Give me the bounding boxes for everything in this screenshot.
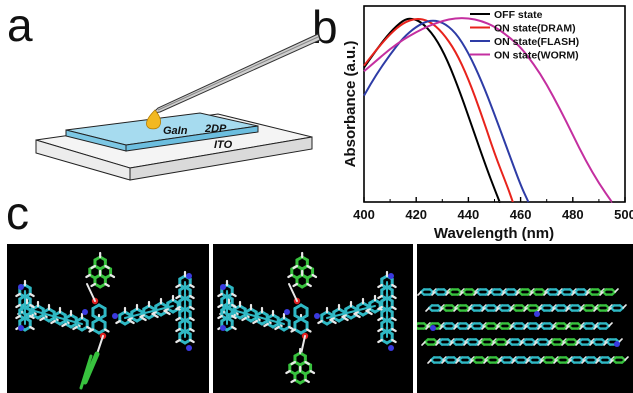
- x-tick-label-5: 500: [614, 207, 633, 222]
- legend-label-3: ON state(WORM): [494, 50, 579, 62]
- panel-label-c: c: [6, 187, 29, 239]
- molecule-model: [217, 251, 397, 385]
- label-2dp: 2DP: [204, 123, 227, 135]
- x-tick-label-4: 480: [562, 207, 584, 222]
- series-line-3: [363, 17, 613, 204]
- legend-label-1: ON state(DRAM): [494, 23, 576, 35]
- stacked-molecules: [417, 288, 629, 364]
- series-line-1: [363, 17, 514, 203]
- absorbance-chart: 400 420 440 460 480 500 OFF state ON state(DRA…: [342, 5, 633, 242]
- device-schematic: GaIn 2DP ITO: [35, 33, 320, 181]
- label-ito: ITO: [214, 139, 233, 151]
- x-tick-label-1: 420: [405, 207, 427, 222]
- x-axis-label: Wavelength (nm): [434, 225, 554, 242]
- molecule-panel-2: [213, 244, 413, 393]
- label-gain: GaIn: [163, 125, 188, 137]
- x-tick-label-0: 400: [353, 207, 375, 222]
- molecule-panel-3: [417, 244, 633, 393]
- substrate-side: [129, 136, 313, 181]
- legend-label-2: ON state(FLASH): [494, 36, 579, 48]
- molecule-model: [15, 251, 195, 390]
- legend-label-0: OFF state: [494, 9, 543, 21]
- y-axis-label: Absorbance (a.u.): [342, 41, 359, 168]
- series-line-2: [363, 19, 530, 203]
- panel-label-b: b: [312, 1, 338, 53]
- x-tick-label-2: 440: [458, 207, 480, 222]
- film-side: [125, 125, 259, 152]
- panel-label-a: a: [7, 0, 33, 51]
- x-tick-label-3: 460: [510, 207, 532, 222]
- gain-droplet: [146, 109, 162, 130]
- molecule-panel-1: [7, 244, 209, 393]
